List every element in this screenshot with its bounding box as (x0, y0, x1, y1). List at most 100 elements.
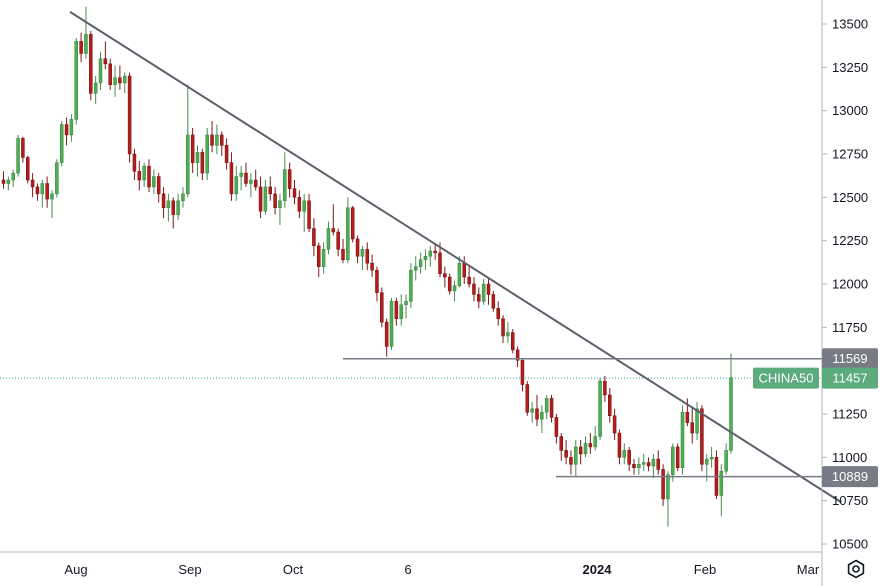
candle-body (496, 308, 500, 319)
candle (535, 394, 539, 427)
price-tick-label: 11250 (832, 407, 867, 422)
candle (16, 134, 20, 177)
candle (113, 65, 117, 97)
candle (404, 294, 408, 319)
candle-body (525, 384, 530, 413)
candle (564, 440, 568, 465)
candle-body (205, 134, 209, 174)
candle (253, 169, 258, 191)
candle (583, 436, 588, 458)
trendline[interactable] (69, 11, 842, 504)
candle-body (224, 145, 229, 163)
candle-body (93, 82, 98, 94)
candle (486, 277, 491, 305)
candle (278, 193, 282, 226)
candle-body (685, 412, 690, 423)
candle (418, 252, 423, 274)
candle-body (239, 172, 243, 177)
candle (40, 180, 45, 208)
candle (554, 414, 559, 444)
candle (64, 117, 69, 146)
candle (171, 197, 175, 229)
price-tick-label: 12500 (832, 190, 868, 205)
candle-body (181, 193, 185, 202)
candle-body (608, 394, 612, 416)
candle-body (651, 458, 656, 467)
candle-body (152, 176, 156, 188)
candle (307, 193, 311, 232)
symbol-tag: CHINA50 (753, 367, 819, 389)
candle-body (258, 186, 263, 212)
candle-body (103, 58, 108, 65)
candle-body (467, 276, 471, 285)
candle (123, 72, 127, 94)
candle (273, 186, 277, 215)
candle-body (278, 200, 282, 208)
candle (152, 169, 156, 194)
candle (341, 238, 345, 264)
candle (156, 173, 161, 203)
support-level-label: 10889 (832, 469, 868, 484)
candle (690, 407, 694, 444)
time-tick-label: 2024 (583, 562, 613, 577)
candle (147, 159, 151, 193)
candle-body (452, 285, 457, 292)
candle (283, 152, 287, 208)
candle (176, 193, 180, 220)
candle-body (462, 262, 466, 278)
candle (375, 266, 379, 302)
candle-body (627, 450, 631, 465)
candle (118, 65, 122, 90)
candle (515, 346, 520, 368)
candlestick-series (1, 6, 733, 527)
candle-body (637, 464, 641, 468)
candle-body (312, 228, 316, 247)
candle (477, 287, 481, 309)
candle-body (21, 138, 25, 158)
candle-body (384, 321, 389, 347)
time-axis[interactable]: Aug Sep Oct 6 2024 Feb Mar (64, 562, 819, 577)
candle-body (511, 332, 515, 351)
candle (108, 58, 112, 90)
candle-body (176, 200, 180, 215)
candle (457, 256, 462, 288)
candle-body (549, 398, 554, 418)
candle-body (30, 179, 35, 188)
candle (680, 405, 685, 475)
candle-body (263, 186, 268, 212)
candle-body (292, 188, 297, 198)
candle-body (365, 249, 369, 264)
candle-body (481, 283, 486, 302)
candle (384, 318, 389, 357)
candle (321, 242, 326, 274)
candle (511, 329, 515, 354)
candle-body (45, 183, 49, 200)
candle (74, 37, 78, 125)
candle-body (399, 304, 403, 319)
candle (700, 405, 704, 472)
candle-body (200, 152, 205, 174)
candle (608, 388, 612, 423)
price-tick-label: 13000 (832, 103, 868, 118)
candle (258, 176, 263, 219)
candle (641, 453, 646, 472)
candle-body (612, 415, 617, 434)
candle-body (380, 292, 384, 323)
time-tick-label: Sep (178, 562, 201, 577)
candle (501, 315, 505, 343)
price-tick-label: 12000 (832, 277, 868, 292)
candle (724, 443, 728, 475)
resistance-level-tag: 11569 (822, 348, 878, 370)
candle-body (69, 119, 74, 136)
candle-body (389, 301, 394, 347)
settings-button[interactable] (838, 554, 874, 584)
candle (360, 245, 365, 271)
candle-body (273, 193, 277, 208)
candle-body (661, 469, 665, 500)
candle (525, 381, 530, 416)
candle (181, 186, 185, 208)
candle-body (350, 207, 355, 240)
candle (540, 405, 544, 434)
candle (370, 254, 374, 278)
